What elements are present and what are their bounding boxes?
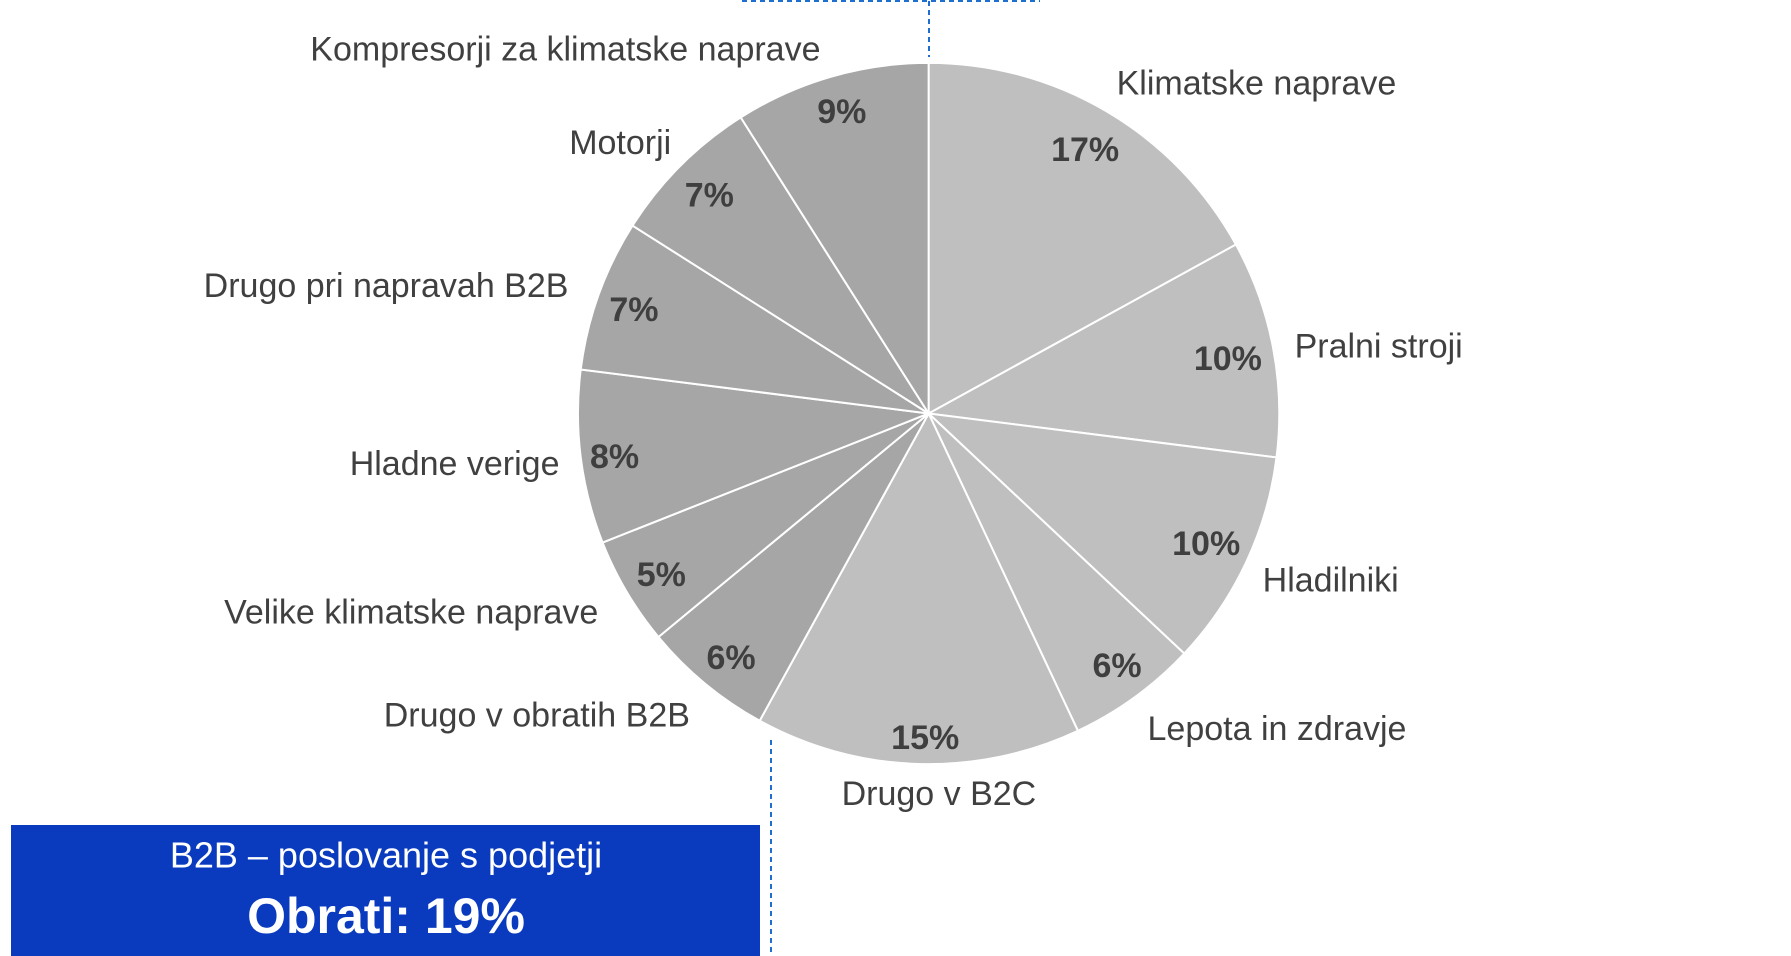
slice-label: Drugo v B2C bbox=[842, 775, 1037, 813]
slice-label: Drugo v obratih B2B bbox=[384, 696, 690, 734]
slice-label: Motorji bbox=[569, 124, 671, 162]
value-label: 8% bbox=[590, 438, 639, 476]
slice-label: Klimatske naprave bbox=[1117, 65, 1397, 103]
slice-label: Hladne verige bbox=[350, 445, 560, 483]
value-label: 7% bbox=[609, 291, 658, 329]
value-label: 9% bbox=[817, 93, 866, 131]
value-label: 10% bbox=[1172, 525, 1240, 563]
value-label: 15% bbox=[891, 719, 959, 757]
pie bbox=[578, 63, 1279, 764]
value-label: 17% bbox=[1051, 131, 1119, 169]
value-label: 5% bbox=[637, 556, 686, 594]
slice-label: Hladilniki bbox=[1263, 562, 1399, 600]
chart: B2B – poslovanje s podjetji Obrati: 19% … bbox=[0, 0, 1791, 956]
box-total: Obrati: 19% bbox=[247, 888, 525, 944]
slice-label: Kompresorji za klimatske naprave bbox=[310, 30, 820, 68]
value-label: 6% bbox=[1093, 647, 1142, 685]
value-label: 10% bbox=[1194, 340, 1262, 378]
slice-label: Pralni stroji bbox=[1295, 327, 1463, 365]
box-title: B2B – poslovanje s podjetji bbox=[170, 835, 602, 876]
slice-label: Drugo pri napravah B2B bbox=[204, 267, 569, 305]
slice-label: Velike klimatske naprave bbox=[224, 593, 598, 631]
value-label: 6% bbox=[706, 639, 755, 677]
value-label: 7% bbox=[685, 177, 734, 215]
slice-label: Lepota in zdravje bbox=[1148, 710, 1407, 748]
